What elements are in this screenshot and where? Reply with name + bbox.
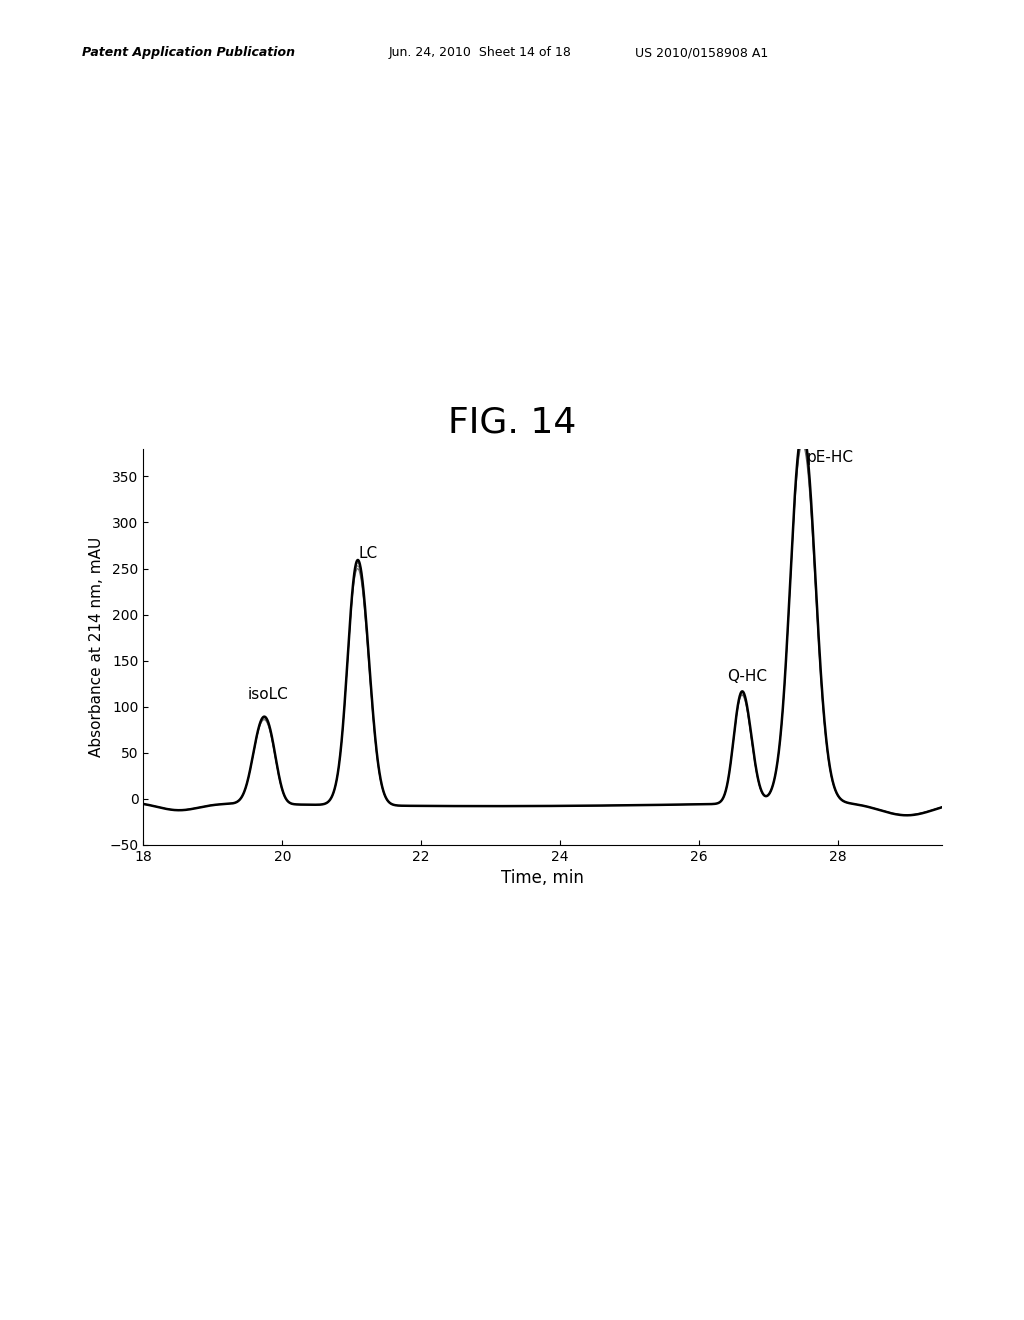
Text: US 2010/0158908 A1: US 2010/0158908 A1: [635, 46, 768, 59]
Text: FIG. 14: FIG. 14: [447, 405, 577, 440]
Text: Jun. 24, 2010  Sheet 14 of 18: Jun. 24, 2010 Sheet 14 of 18: [389, 46, 572, 59]
Text: Q-HC: Q-HC: [727, 669, 767, 684]
Y-axis label: Absorbance at 214 nm, mAU: Absorbance at 214 nm, mAU: [89, 537, 103, 756]
Text: pE-HC: pE-HC: [807, 450, 854, 466]
Text: LC: LC: [358, 546, 378, 561]
Text: isoLC: isoLC: [248, 686, 289, 702]
Text: Patent Application Publication: Patent Application Publication: [82, 46, 295, 59]
X-axis label: Time, min: Time, min: [502, 869, 584, 887]
